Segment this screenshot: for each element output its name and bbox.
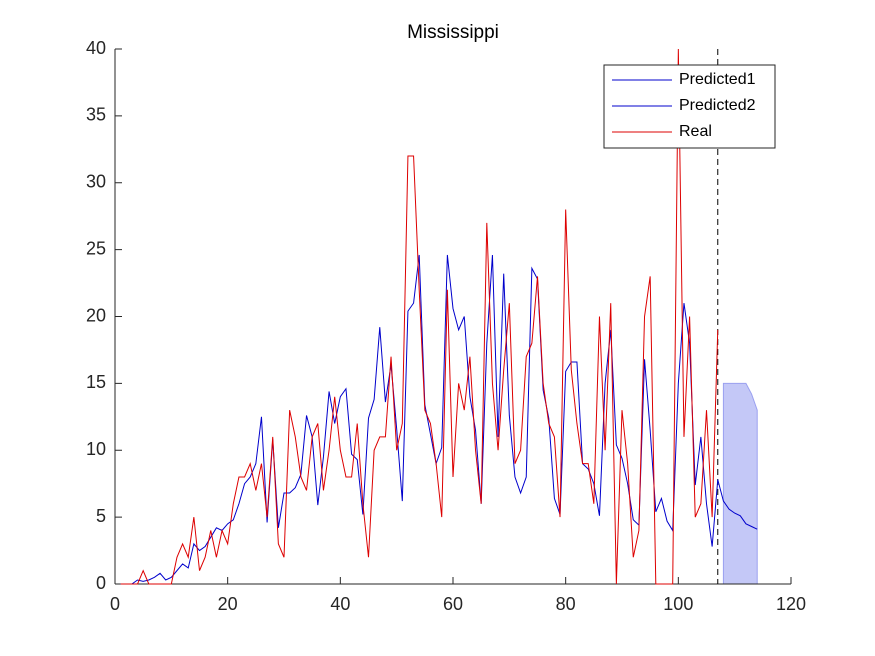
x-tick-label: 0 (110, 594, 120, 614)
y-tick-label: 30 (86, 172, 106, 192)
y-tick-label: 5 (96, 506, 106, 526)
legend-label: Predicted1 (679, 71, 756, 88)
y-tick-label: 25 (86, 238, 106, 258)
series-line (120, 48, 719, 585)
y-tick-label: 20 (86, 305, 106, 325)
y-tick-label: 10 (86, 439, 106, 459)
y-tick-label: 35 (86, 105, 106, 125)
x-tick-label: 40 (330, 594, 350, 614)
x-tick-label: 100 (663, 594, 693, 614)
series-line (120, 254, 719, 585)
y-tick-label: 0 (96, 573, 106, 593)
x-tick-label: 60 (443, 594, 463, 614)
legend-label: Predicted2 (679, 97, 756, 114)
y-tick-label: 15 (86, 372, 106, 392)
confidence-band (722, 382, 758, 585)
legend-label: Real (679, 123, 712, 140)
x-tick-label: 80 (556, 594, 576, 614)
chart-title: Mississippi (407, 22, 499, 43)
series-line (717, 479, 758, 530)
y-tick-label: 40 (86, 38, 106, 58)
x-tick-label: 120 (776, 594, 806, 614)
x-tick-label: 20 (218, 594, 238, 614)
